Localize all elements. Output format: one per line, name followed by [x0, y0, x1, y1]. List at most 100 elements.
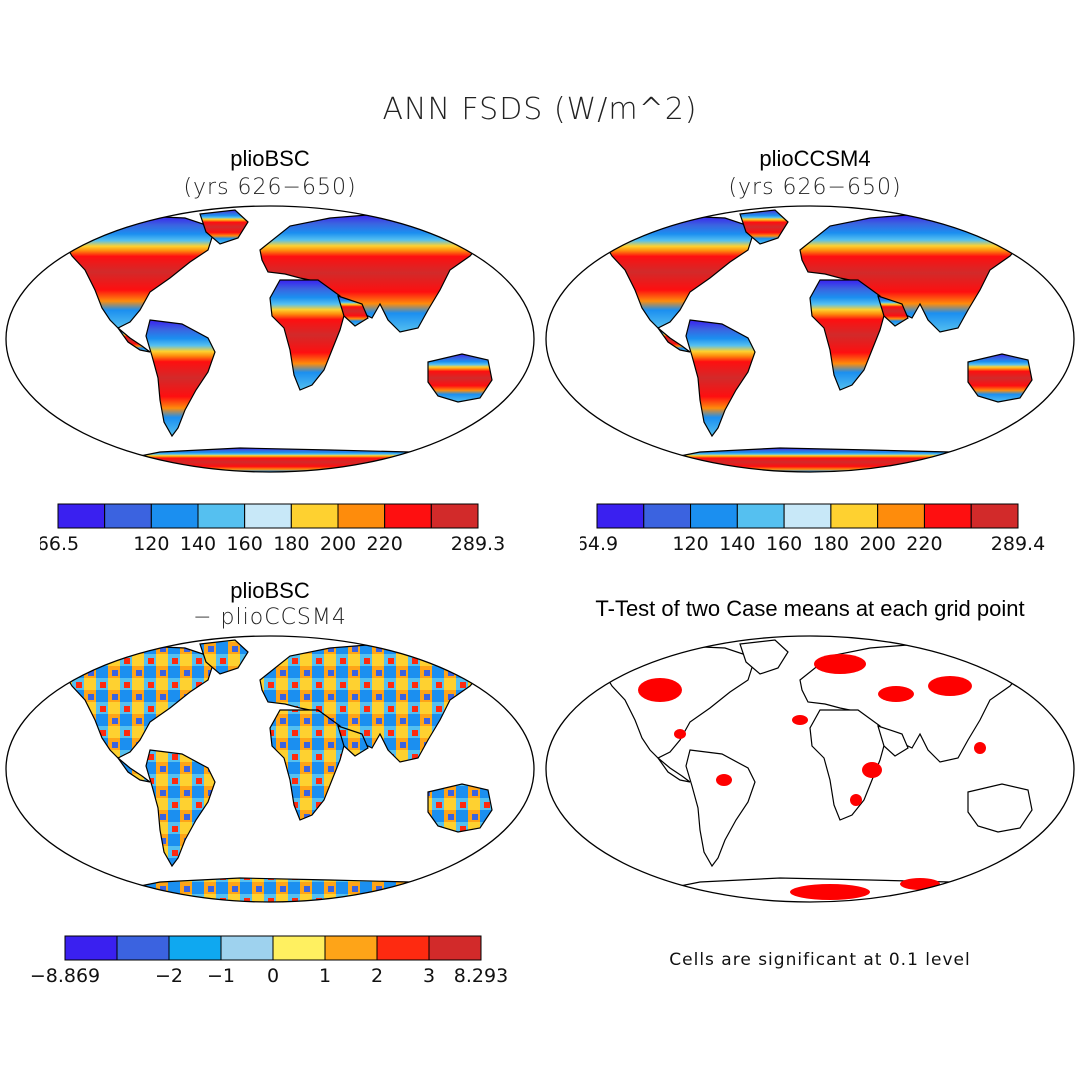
- colorbar-3-label: −1: [207, 965, 235, 987]
- colorbar-1-swatch: [150, 503, 199, 529]
- colorbar-2-label: 140: [719, 533, 755, 555]
- map-4-significant-cell: [900, 878, 940, 890]
- map-2-arabia: [877, 295, 909, 327]
- map-4-significant-cell: [638, 678, 682, 702]
- panel3-subtitle: − plioCCSM4: [193, 605, 347, 630]
- panel4-title: T-Test of two Case means at each grid po…: [595, 596, 1025, 621]
- map-3-australia: [427, 783, 493, 833]
- colorbar-2-swatch: [643, 503, 692, 529]
- map-3-centralAmerica: [117, 757, 151, 783]
- colorbar-3-label: 0: [267, 965, 279, 987]
- colorbar-2-label: 220: [906, 533, 942, 555]
- map-4-significant-cell: [878, 686, 914, 702]
- map-4-northAmerica: [599, 645, 756, 759]
- map-3-southAmerica: [145, 749, 216, 868]
- map-4-significant-cell: [850, 794, 862, 806]
- main-title: ANN FSDS (W/m^2): [382, 92, 698, 127]
- colorbar-1-label: 289.3: [451, 533, 505, 555]
- map-1-arabia: [337, 295, 369, 327]
- colorbar-1-swatch: [290, 503, 339, 529]
- colorbar-1-swatch: [384, 503, 432, 529]
- colorbar-1-label: 140: [180, 533, 216, 555]
- map-4-significant-cell: [716, 774, 732, 786]
- map-1-greenland: [199, 209, 249, 245]
- map-2-australia: [967, 353, 1033, 403]
- colorbar-2-label: 160: [766, 533, 802, 555]
- map-3-greenland: [199, 639, 249, 675]
- colorbar-1-label: 160: [227, 533, 263, 555]
- map-4-arabia: [877, 725, 909, 757]
- colorbar-1-label: 120: [133, 533, 169, 555]
- colorbar-3-swatch: [324, 935, 378, 961]
- map-4-greenland: [739, 639, 789, 675]
- colorbar-3-swatch: [168, 935, 222, 961]
- colorbar-2-label: 120: [672, 533, 708, 555]
- colorbar-1-swatch: [244, 503, 292, 529]
- colorbar-2-label: 200: [860, 533, 896, 555]
- panel1-title: plioBSC: [230, 146, 310, 171]
- panel2-title: plioCCSM4: [759, 146, 871, 171]
- panel2-subtitle: (yrs 626−650): [728, 175, 902, 200]
- colorbar-3-swatch: [376, 935, 430, 961]
- colorbar-1-swatch: [57, 503, 106, 529]
- map-2-southAmerica: [685, 319, 756, 438]
- map-4-significant-cell: [974, 742, 986, 754]
- map-2-border: [545, 205, 1075, 473]
- map-1-border: [5, 205, 535, 473]
- map-4-significant-cell: [792, 715, 808, 725]
- map-4-border: [545, 635, 1075, 903]
- colorbar-1-label: 220: [367, 533, 403, 555]
- colorbar-pliocsm4: 64.9 120 140 160 180 200 220 289.4: [580, 503, 1045, 555]
- colorbar-3-swatch: [428, 935, 482, 961]
- colorbar-2-swatch: [736, 503, 785, 529]
- colorbar-3-label: −2: [155, 965, 183, 987]
- map-2-northAmerica: [599, 215, 756, 329]
- colorbar-3-label: 1: [319, 965, 331, 987]
- colorbar-1-swatch: [337, 503, 386, 529]
- map-3-northAmerica: [59, 645, 216, 759]
- map-ttest: [545, 635, 1075, 903]
- map-pliocsm4: [545, 205, 1075, 473]
- colorbar-3-label: 3: [423, 965, 435, 987]
- colorbar-2-swatch: [923, 503, 972, 529]
- map-difference: [5, 635, 535, 903]
- map-2-centralAmerica: [657, 327, 691, 353]
- map-4-centralAmerica: [657, 757, 691, 783]
- colorbar-3-swatch: [64, 935, 118, 961]
- significance-note: Cells are significant at 0.1 level: [669, 950, 971, 970]
- map-1-australia: [427, 353, 493, 403]
- map-1-southAmerica: [145, 319, 216, 438]
- panel3-title: plioBSC: [230, 578, 310, 603]
- map-4-australia: [967, 783, 1033, 833]
- colorbar-1-swatch: [104, 503, 152, 529]
- map-pliobsc: [5, 205, 535, 473]
- colorbar-1-label: 66.5: [40, 533, 79, 555]
- map-4-significant-cell: [674, 729, 686, 739]
- colorbar-2-swatch: [877, 503, 925, 529]
- colorbar-2-swatch: [596, 503, 645, 529]
- colorbar-1-swatch: [430, 503, 479, 529]
- colorbar-3-label: −8.869: [30, 965, 100, 987]
- map-1-centralAmerica: [117, 327, 151, 353]
- map-1-northAmerica: [59, 215, 216, 329]
- colorbar-pliobsc: 66.5 120 140 160 180 200 220 289.3: [40, 503, 505, 555]
- colorbar-1-label: 200: [320, 533, 356, 555]
- colorbar-2-swatch: [970, 503, 1019, 529]
- map-4-significant-cell: [814, 654, 866, 674]
- colorbar-3-swatch: [116, 935, 170, 961]
- colorbar-2-swatch: [830, 503, 879, 529]
- map-4-significant-cell: [862, 762, 882, 778]
- colorbar-3-label: 8.293: [454, 965, 508, 987]
- colorbar-2-swatch: [783, 503, 832, 529]
- colorbar-3-swatch: [220, 935, 274, 961]
- colorbar-1-swatch: [197, 503, 246, 529]
- colorbar-2-label: 289.4: [991, 533, 1045, 555]
- map-3-arabia: [337, 725, 369, 757]
- colorbar-difference: −8.869 −2 −1 0 1 2 3 8.293: [30, 935, 508, 987]
- map-4-southAmerica: [685, 749, 756, 868]
- map-4-significant-cell: [928, 676, 972, 696]
- map-2-greenland: [739, 209, 789, 245]
- map-3-border: [5, 635, 535, 903]
- colorbar-2-label: 64.9: [580, 533, 618, 555]
- map-4-significant-cell: [790, 884, 870, 900]
